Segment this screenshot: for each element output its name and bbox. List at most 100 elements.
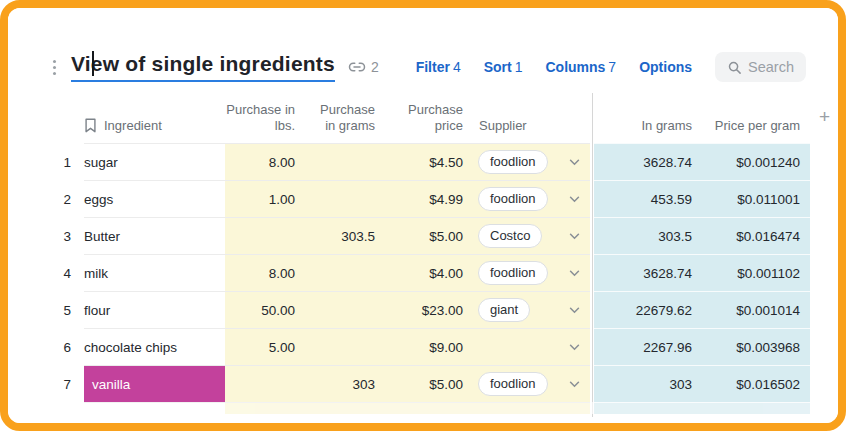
table-row: 3 Butter 303.5 $5.00 Costco 303.5 $0.016…: [44, 217, 810, 254]
cell-purchase-price[interactable]: $9.00: [385, 328, 473, 365]
sort-button[interactable]: Sort1: [484, 59, 523, 75]
table-row: 6 chocolate chips 5.00 $9.00 2267.96 $0.…: [44, 328, 810, 365]
columns-button[interactable]: Columns7: [545, 59, 616, 75]
row-number[interactable]: 1: [44, 143, 84, 180]
row-number[interactable]: 2: [44, 180, 84, 217]
cell-ingredient[interactable]: milk: [84, 254, 225, 291]
row-number[interactable]: 3: [44, 217, 84, 254]
cell-purchase-price[interactable]: $4.99: [385, 180, 473, 217]
options-button[interactable]: Options: [639, 59, 692, 75]
supplier-pill[interactable]: foodlion: [478, 187, 548, 211]
cell-purchase-grams[interactable]: [307, 143, 385, 180]
cell-purchase-grams[interactable]: 303: [307, 365, 385, 402]
supplier-dropdown-chevron[interactable]: [559, 217, 590, 254]
column-group-divider: [592, 93, 593, 417]
view-title-input[interactable]: View of single ingredients: [71, 52, 335, 82]
cell-ingredient-selected[interactable]: vanilla: [84, 365, 225, 402]
cell-ingredient[interactable]: flour: [84, 291, 225, 328]
share-count: 2: [371, 59, 379, 75]
cell-supplier[interactable]: foodlion: [473, 180, 559, 217]
supplier-dropdown-chevron[interactable]: [559, 254, 590, 291]
cell-purchase-grams[interactable]: [307, 328, 385, 365]
cell-supplier[interactable]: Costco: [473, 217, 559, 254]
column-header-ingredient[interactable]: Ingredient: [84, 118, 225, 143]
row-number[interactable]: 4: [44, 254, 84, 291]
chevron-down-icon: [569, 233, 580, 240]
cell-in-grams[interactable]: 3628.74: [594, 254, 702, 291]
row-number[interactable]: 5: [44, 291, 84, 328]
cell-price-per-gram[interactable]: $0.001102: [702, 254, 810, 291]
cell-price-per-gram[interactable]: $0.001240: [702, 143, 810, 180]
cell-supplier[interactable]: foodlion: [473, 254, 559, 291]
cell-purchase-price[interactable]: $23.00: [385, 291, 473, 328]
supplier-pill[interactable]: giant: [478, 298, 530, 322]
supplier-dropdown-chevron[interactable]: [559, 365, 590, 402]
supplier-pill[interactable]: foodlion: [478, 261, 548, 285]
cell-supplier[interactable]: foodlion: [473, 365, 559, 402]
cell-ingredient[interactable]: sugar: [84, 143, 225, 180]
cell-price-per-gram[interactable]: $0.016502: [702, 365, 810, 402]
cell-price-per-gram[interactable]: $0.003968: [702, 328, 810, 365]
filter-count: 4: [453, 59, 461, 75]
cell-price-per-gram[interactable]: $0.016474: [702, 217, 810, 254]
cell-purchase-price[interactable]: $5.00: [385, 217, 473, 254]
cell-in-grams[interactable]: 303.5: [594, 217, 702, 254]
cell-purchase-grams[interactable]: [307, 180, 385, 217]
supplier-dropdown-chevron[interactable]: [559, 143, 590, 180]
row-number[interactable]: 7: [44, 365, 84, 402]
column-header-purchase-price[interactable]: Purchase price: [385, 102, 473, 144]
cell-purchase-grams[interactable]: [307, 254, 385, 291]
add-column-button[interactable]: +: [819, 107, 830, 126]
cell-purchase-grams[interactable]: [307, 291, 385, 328]
table-row: 2 eggs 1.00 $4.99 foodlion 453.59 $0.011…: [44, 180, 810, 217]
cell-purchase-lbs[interactable]: 8.00: [225, 143, 307, 180]
cell-supplier[interactable]: [473, 328, 559, 365]
table-row-partial: [44, 402, 810, 414]
supplier-pill[interactable]: foodlion: [478, 372, 548, 396]
cell-supplier[interactable]: giant: [473, 291, 559, 328]
columns-label: Columns: [545, 59, 605, 75]
column-header-price-per-gram[interactable]: Price per gram: [702, 118, 810, 143]
column-header-purchase-lbs[interactable]: Purchase in lbs.: [225, 102, 307, 144]
column-header-in-grams[interactable]: In grams: [594, 118, 702, 143]
column-header-purchase-grams[interactable]: Purchase in grams: [307, 102, 385, 144]
cell-purchase-lbs[interactable]: [225, 217, 307, 254]
options-label: Options: [639, 59, 692, 75]
filter-button[interactable]: Filter4: [416, 59, 461, 75]
chevron-down-icon: [569, 196, 580, 203]
chevron-down-icon: [569, 381, 580, 388]
cell-purchase-lbs[interactable]: [225, 365, 307, 402]
cell-purchase-price[interactable]: $5.00: [385, 365, 473, 402]
cell-ingredient[interactable]: Butter: [84, 217, 225, 254]
drag-handle-icon[interactable]: [53, 60, 56, 75]
table-row: 4 milk 8.00 $4.00 foodlion 3628.74 $0.00…: [44, 254, 810, 291]
text-cursor: [92, 51, 94, 76]
cell-price-per-gram[interactable]: $0.001014: [702, 291, 810, 328]
supplier-dropdown-chevron[interactable]: [559, 180, 590, 217]
supplier-pill[interactable]: foodlion: [478, 150, 548, 174]
cell-purchase-lbs[interactable]: 5.00: [225, 328, 307, 365]
cell-in-grams[interactable]: 453.59: [594, 180, 702, 217]
cell-in-grams[interactable]: 303: [594, 365, 702, 402]
cell-in-grams[interactable]: 2267.96: [594, 328, 702, 365]
share-links[interactable]: 2: [348, 58, 379, 76]
search-input[interactable]: Search: [715, 52, 806, 82]
cell-supplier[interactable]: foodlion: [473, 143, 559, 180]
cell-purchase-grams[interactable]: 303.5: [307, 217, 385, 254]
cell-in-grams[interactable]: 3628.74: [594, 143, 702, 180]
supplier-pill[interactable]: Costco: [478, 224, 542, 248]
cell-ingredient[interactable]: chocolate chips: [84, 328, 225, 365]
cell-purchase-lbs[interactable]: 1.00: [225, 180, 307, 217]
cell-purchase-lbs[interactable]: 8.00: [225, 254, 307, 291]
cell-price-per-gram[interactable]: $0.011001: [702, 180, 810, 217]
cell-in-grams[interactable]: 22679.62: [594, 291, 702, 328]
cell-purchase-price[interactable]: $4.00: [385, 254, 473, 291]
row-number[interactable]: 6: [44, 328, 84, 365]
supplier-dropdown-chevron[interactable]: [559, 291, 590, 328]
supplier-dropdown-chevron[interactable]: [559, 328, 590, 365]
cell-purchase-price[interactable]: $4.50: [385, 143, 473, 180]
chevron-down-icon: [569, 159, 580, 166]
column-header-supplier[interactable]: Supplier: [473, 118, 559, 143]
cell-ingredient[interactable]: eggs: [84, 180, 225, 217]
cell-purchase-lbs[interactable]: 50.00: [225, 291, 307, 328]
